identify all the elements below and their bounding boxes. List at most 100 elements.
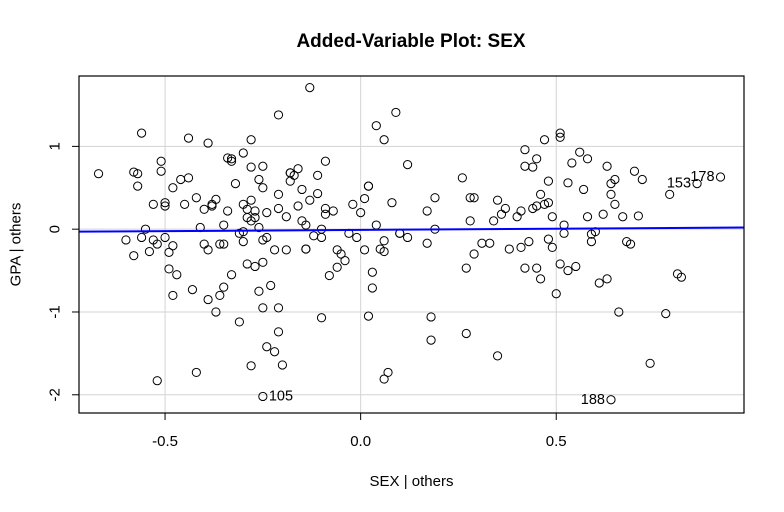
data-point bbox=[363, 311, 374, 321]
data-point bbox=[254, 174, 264, 185]
data-point bbox=[254, 286, 264, 296]
data-point bbox=[645, 358, 655, 368]
data-point bbox=[586, 237, 597, 247]
point-label: 153 bbox=[667, 176, 691, 192]
data-point bbox=[293, 164, 303, 174]
data-point bbox=[203, 138, 213, 148]
data-point bbox=[226, 156, 237, 166]
data-point bbox=[187, 285, 198, 295]
data-point bbox=[136, 232, 147, 243]
data-point bbox=[305, 195, 315, 205]
data-point bbox=[469, 249, 479, 259]
data-point bbox=[152, 239, 162, 249]
data-point bbox=[281, 212, 291, 222]
data-point bbox=[367, 267, 377, 277]
data-point bbox=[579, 184, 589, 195]
x-axis-label: SEX | others bbox=[370, 473, 454, 490]
point-label: 188 bbox=[581, 392, 605, 408]
data-point bbox=[465, 216, 475, 226]
data-point bbox=[504, 244, 514, 254]
data-point bbox=[309, 231, 319, 241]
data-point bbox=[367, 283, 377, 293]
data-point bbox=[598, 209, 608, 219]
axis-ticks-layer: -0.5 0.0 0.5 -2 -1 0 1 bbox=[47, 142, 567, 450]
data-point bbox=[301, 220, 311, 230]
data-point bbox=[359, 193, 370, 204]
data-point bbox=[575, 147, 585, 157]
x-tick-label: 0.0 bbox=[350, 433, 371, 450]
data-point bbox=[571, 261, 581, 272]
data-point bbox=[426, 312, 436, 322]
data-point bbox=[254, 222, 264, 233]
y-tick-label: 1 bbox=[47, 142, 64, 150]
data-point bbox=[250, 261, 260, 272]
data-point bbox=[567, 158, 577, 168]
data-point bbox=[359, 245, 370, 255]
data-point bbox=[661, 309, 671, 319]
data-point bbox=[297, 184, 307, 195]
data-point bbox=[211, 194, 221, 204]
grid-layer bbox=[79, 76, 744, 413]
data-point bbox=[551, 289, 561, 299]
data-point bbox=[379, 246, 389, 257]
data-point bbox=[183, 173, 194, 183]
data-point bbox=[164, 247, 174, 257]
data-point bbox=[266, 280, 276, 291]
labeled-data-point bbox=[606, 395, 616, 405]
data-point bbox=[356, 208, 366, 218]
data-point bbox=[211, 307, 221, 317]
data-point bbox=[129, 167, 139, 177]
data-point bbox=[387, 198, 397, 208]
data-point bbox=[477, 238, 487, 248]
data-point bbox=[238, 148, 248, 158]
data-point bbox=[547, 212, 557, 222]
data-point bbox=[156, 156, 166, 166]
data-point bbox=[336, 249, 346, 259]
data-point bbox=[156, 166, 166, 176]
data-point bbox=[246, 195, 256, 205]
data-point bbox=[226, 154, 237, 164]
data-point bbox=[121, 235, 131, 245]
data-point bbox=[535, 189, 546, 200]
data-point bbox=[633, 211, 643, 221]
data-point bbox=[168, 183, 178, 193]
data-point bbox=[273, 303, 284, 313]
y-tick-label: 0 bbox=[47, 225, 64, 233]
points-layer bbox=[93, 82, 726, 405]
data-point bbox=[379, 236, 389, 246]
chart-title: Added-Variable Plot: SEX bbox=[296, 31, 525, 52]
data-point bbox=[461, 263, 471, 273]
data-point bbox=[262, 208, 272, 218]
data-point bbox=[625, 239, 636, 249]
data-point bbox=[465, 193, 475, 203]
data-point bbox=[606, 189, 616, 200]
data-point bbox=[140, 224, 151, 234]
data-point bbox=[269, 347, 280, 357]
data-point bbox=[602, 161, 612, 171]
data-point bbox=[226, 270, 237, 280]
data-point bbox=[215, 290, 225, 301]
data-point bbox=[489, 216, 499, 226]
data-point bbox=[539, 135, 550, 145]
data-point bbox=[305, 82, 315, 93]
data-point bbox=[168, 290, 178, 301]
data-point bbox=[614, 307, 624, 317]
labeled-data-point bbox=[258, 391, 268, 402]
data-point bbox=[512, 212, 522, 222]
data-point bbox=[160, 198, 170, 208]
data-point bbox=[234, 317, 244, 327]
data-point bbox=[532, 263, 542, 273]
data-point bbox=[492, 195, 503, 205]
data-point bbox=[320, 203, 331, 214]
regression-line bbox=[78, 226, 745, 233]
data-point bbox=[129, 251, 139, 261]
data-point bbox=[207, 201, 217, 211]
data-point bbox=[281, 245, 291, 255]
data-point bbox=[313, 188, 323, 199]
data-point bbox=[391, 107, 401, 118]
data-point bbox=[582, 212, 593, 222]
data-point bbox=[543, 198, 554, 208]
data-point bbox=[379, 135, 389, 145]
data-point bbox=[183, 133, 194, 143]
